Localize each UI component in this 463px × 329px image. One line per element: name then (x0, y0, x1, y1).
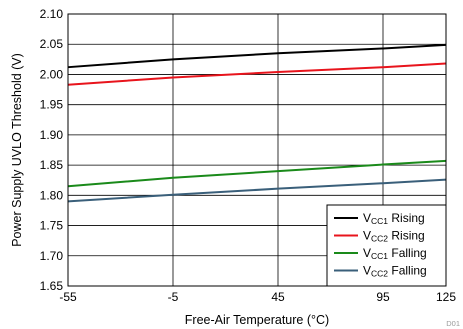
series-line-3 (67, 178, 447, 203)
x-tick-label: -5 (168, 290, 179, 304)
legend-label-1: VCC2 Rising (363, 229, 425, 244)
y-tick-label: 1.80 (40, 188, 64, 202)
figure-id: D01 (446, 319, 460, 328)
legend-label-rest: Rising (388, 211, 425, 225)
y-tick-label: 1.75 (40, 219, 64, 233)
series-lines (67, 43, 447, 203)
y-tick-label: 1.85 (40, 158, 64, 172)
x-tick-label: -55 (59, 290, 77, 304)
legend-label-main: V (363, 229, 371, 243)
y-tick-label: 1.70 (40, 249, 64, 263)
legend-label-main: V (363, 264, 371, 278)
y-tick-labels: 1.65 1.70 1.75 1.80 1.85 1.90 1.95 2.00 2.05 2.10 (40, 7, 64, 293)
series-line-2 (67, 159, 447, 188)
x-tick-label: 45 (271, 290, 285, 304)
plot-frame (67, 13, 447, 287)
legend-label-subscript: CC2 (371, 269, 388, 279)
series-line-0 (67, 43, 447, 69)
y-axis-label: Power Supply UVLO Threshold (V) (10, 53, 24, 247)
y-tick-label: 2.10 (40, 7, 64, 21)
legend-label-subscript: CC2 (371, 234, 388, 244)
x-tick-label: 95 (376, 290, 390, 304)
y-tick-label: 2.00 (40, 67, 64, 81)
legend-label-rest: Falling (388, 246, 427, 260)
y-tick-label: 1.65 (40, 279, 64, 293)
legend-label-0: VCC1 Rising (363, 211, 425, 226)
x-tick-labels: -55 -5 45 95 125 (59, 290, 456, 304)
legend-label-rest: Rising (388, 229, 425, 243)
legend-label-rest: Falling (388, 264, 427, 278)
legend-label-3: VCC2 Falling (363, 264, 427, 279)
series-line-1 (67, 62, 447, 86)
x-tick-label: 125 (436, 290, 456, 304)
legend-label-main: V (363, 211, 371, 225)
legend-label-main: V (363, 246, 371, 260)
legend-label-subscript: CC1 (371, 251, 388, 261)
legend-label-2: VCC1 Falling (363, 246, 427, 261)
x-axis-label: Free-Air Temperature (°C) (185, 313, 329, 327)
y-tick-label: 2.05 (40, 37, 64, 51)
legend-label-subscript: CC1 (371, 216, 388, 226)
y-tick-label: 1.95 (40, 98, 64, 112)
y-tick-label: 1.90 (40, 128, 64, 142)
